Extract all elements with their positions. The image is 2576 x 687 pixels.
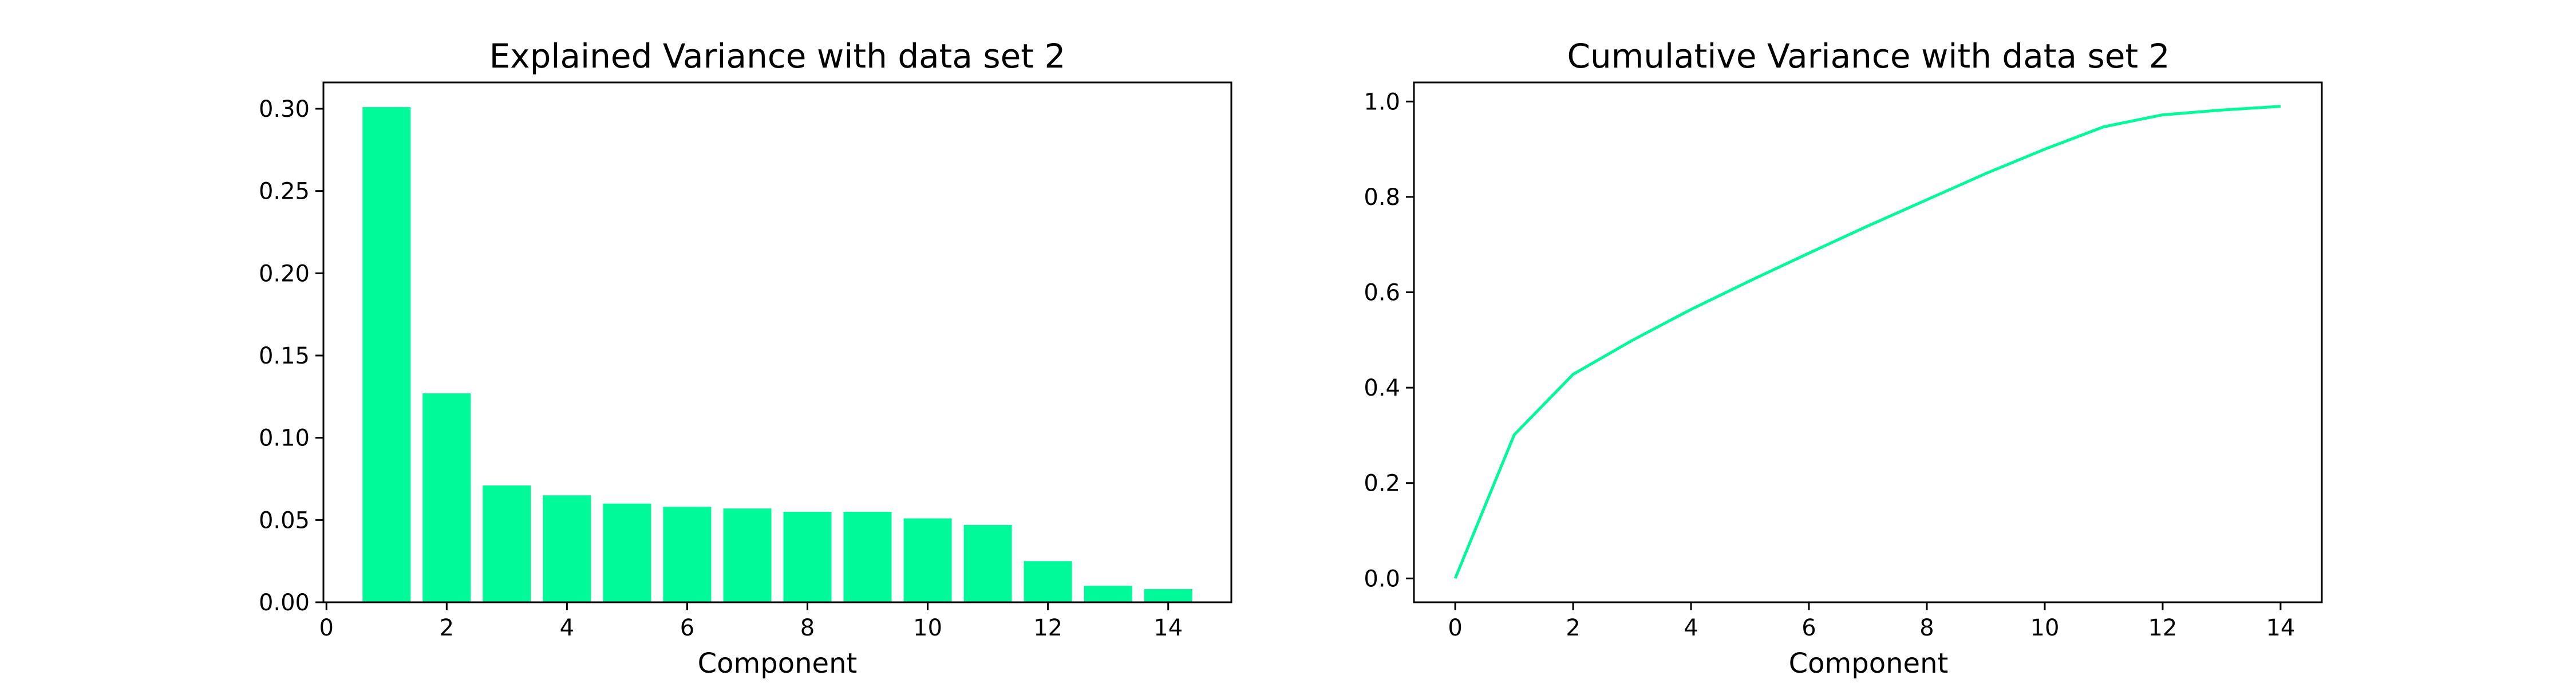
plot-frame xyxy=(1413,81,2323,603)
x-axis-label: Component xyxy=(1789,647,1949,680)
y-tick-label: 0.8 xyxy=(1364,184,1400,211)
plot-frame xyxy=(322,81,1232,603)
x-tick-label: 12 xyxy=(1033,615,1062,641)
y-tick-label: 0.10 xyxy=(259,425,310,452)
x-tick-label: 10 xyxy=(913,615,942,641)
y-tick-label: 0.05 xyxy=(259,507,310,534)
x-tick-label: 14 xyxy=(2266,615,2295,641)
bar-component-4 xyxy=(543,495,591,602)
bar-component-2 xyxy=(422,393,471,602)
y-tick-label: 0.0 xyxy=(1364,566,1400,592)
y-tick-label: 0.20 xyxy=(259,260,310,287)
explained-variance-chart: Explained Variance with data set 2 0 2 4 6 8… xyxy=(259,37,1232,680)
x-axis-label: Component xyxy=(698,647,858,680)
bar-component-9 xyxy=(843,512,892,602)
y-tick-label: 0.25 xyxy=(259,179,310,205)
x-tick-label: 0 xyxy=(1448,615,1462,641)
x-tick-label: 8 xyxy=(800,615,815,641)
bar-component-1 xyxy=(362,107,411,603)
y-tick-label: 0.6 xyxy=(1364,280,1400,306)
y-tick-label: 0.2 xyxy=(1364,471,1400,497)
line-series xyxy=(1453,105,2281,579)
x-tick-label: 6 xyxy=(680,615,694,641)
y-axis-ticks: 0.00 0.05 0.10 0.15 0.20 0.25 0.30 xyxy=(259,96,323,616)
x-axis-ticks: 0 2 4 6 8 10 12 14 xyxy=(319,602,1183,641)
y-tick-label: 1.0 xyxy=(1364,89,1400,115)
y-tick-label: 0.30 xyxy=(259,96,310,123)
bar-component-10 xyxy=(903,518,952,602)
x-tick-label: 2 xyxy=(440,615,454,641)
bar-component-7 xyxy=(723,508,772,602)
x-tick-label: 2 xyxy=(1566,615,1580,641)
bar-component-6 xyxy=(663,507,712,602)
bar-component-11 xyxy=(963,524,1012,602)
bar-component-14 xyxy=(1144,589,1192,602)
cumulative-variance-line xyxy=(1453,105,2281,579)
x-tick-label: 10 xyxy=(2030,615,2060,641)
x-tick-label: 12 xyxy=(2148,615,2177,641)
y-tick-label: 0.15 xyxy=(259,343,310,369)
y-tick-label: 0.00 xyxy=(259,590,310,616)
bar-component-5 xyxy=(603,503,651,602)
bar-component-12 xyxy=(1024,561,1072,602)
x-tick-label: 0 xyxy=(319,615,334,641)
y-axis-ticks: 0.0 0.2 0.4 0.6 0.8 1.0 xyxy=(1364,89,1414,592)
x-tick-label: 14 xyxy=(1153,615,1183,641)
bar-component-3 xyxy=(483,485,531,602)
cumulative-variance-chart: Cumulative Variance with data set 2 0 2 4 6… xyxy=(1364,37,2323,680)
chart-title: Cumulative Variance with data set 2 xyxy=(1567,37,2170,76)
x-tick-label: 8 xyxy=(1919,615,1934,641)
chart-title: Explained Variance with data set 2 xyxy=(489,37,1066,76)
bar-series xyxy=(362,107,1192,603)
x-tick-label: 6 xyxy=(1801,615,1816,641)
bar-component-13 xyxy=(1084,586,1132,602)
bar-component-8 xyxy=(783,512,832,602)
y-tick-label: 0.4 xyxy=(1364,375,1400,401)
x-axis-ticks: 0 2 4 6 8 10 12 14 xyxy=(1448,602,2295,641)
x-tick-label: 4 xyxy=(1684,615,1698,641)
x-tick-label: 4 xyxy=(560,615,574,641)
